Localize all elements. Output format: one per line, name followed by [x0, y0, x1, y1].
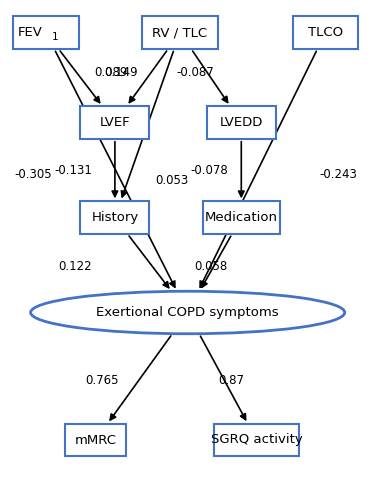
Text: LVEF: LVEF [100, 116, 130, 129]
Text: History: History [91, 211, 139, 224]
FancyBboxPatch shape [142, 16, 218, 48]
Text: -0.078: -0.078 [190, 164, 228, 176]
Text: Exertional COPD symptoms: Exertional COPD symptoms [97, 306, 279, 319]
FancyBboxPatch shape [80, 106, 149, 138]
Text: -0.243: -0.243 [319, 168, 357, 181]
Text: 0.053: 0.053 [155, 174, 188, 186]
Text: TLCO: TLCO [308, 26, 343, 39]
FancyBboxPatch shape [203, 202, 280, 234]
Text: 0.122: 0.122 [58, 260, 92, 272]
FancyBboxPatch shape [293, 16, 358, 48]
FancyBboxPatch shape [65, 424, 126, 456]
Text: -0.305: -0.305 [15, 168, 52, 181]
Text: mMRC: mMRC [75, 434, 117, 446]
Text: -0.087: -0.087 [177, 66, 214, 79]
Text: RV / TLC: RV / TLC [152, 26, 208, 39]
FancyBboxPatch shape [80, 202, 149, 234]
Text: -0.131: -0.131 [54, 164, 92, 176]
FancyBboxPatch shape [13, 16, 79, 48]
Text: LVEDD: LVEDD [219, 116, 263, 129]
Text: Medication: Medication [205, 211, 278, 224]
Text: 0.089: 0.089 [94, 66, 127, 79]
Ellipse shape [31, 291, 345, 334]
FancyBboxPatch shape [214, 424, 299, 456]
Text: 0.87: 0.87 [218, 374, 244, 386]
FancyBboxPatch shape [207, 106, 276, 138]
Text: 1: 1 [52, 32, 59, 42]
Text: FEV: FEV [17, 26, 42, 39]
Text: 0.149: 0.149 [104, 66, 138, 79]
Text: SGRQ activity: SGRQ activity [211, 434, 303, 446]
Text: 0.058: 0.058 [195, 260, 228, 272]
Text: 0.765: 0.765 [85, 374, 119, 386]
